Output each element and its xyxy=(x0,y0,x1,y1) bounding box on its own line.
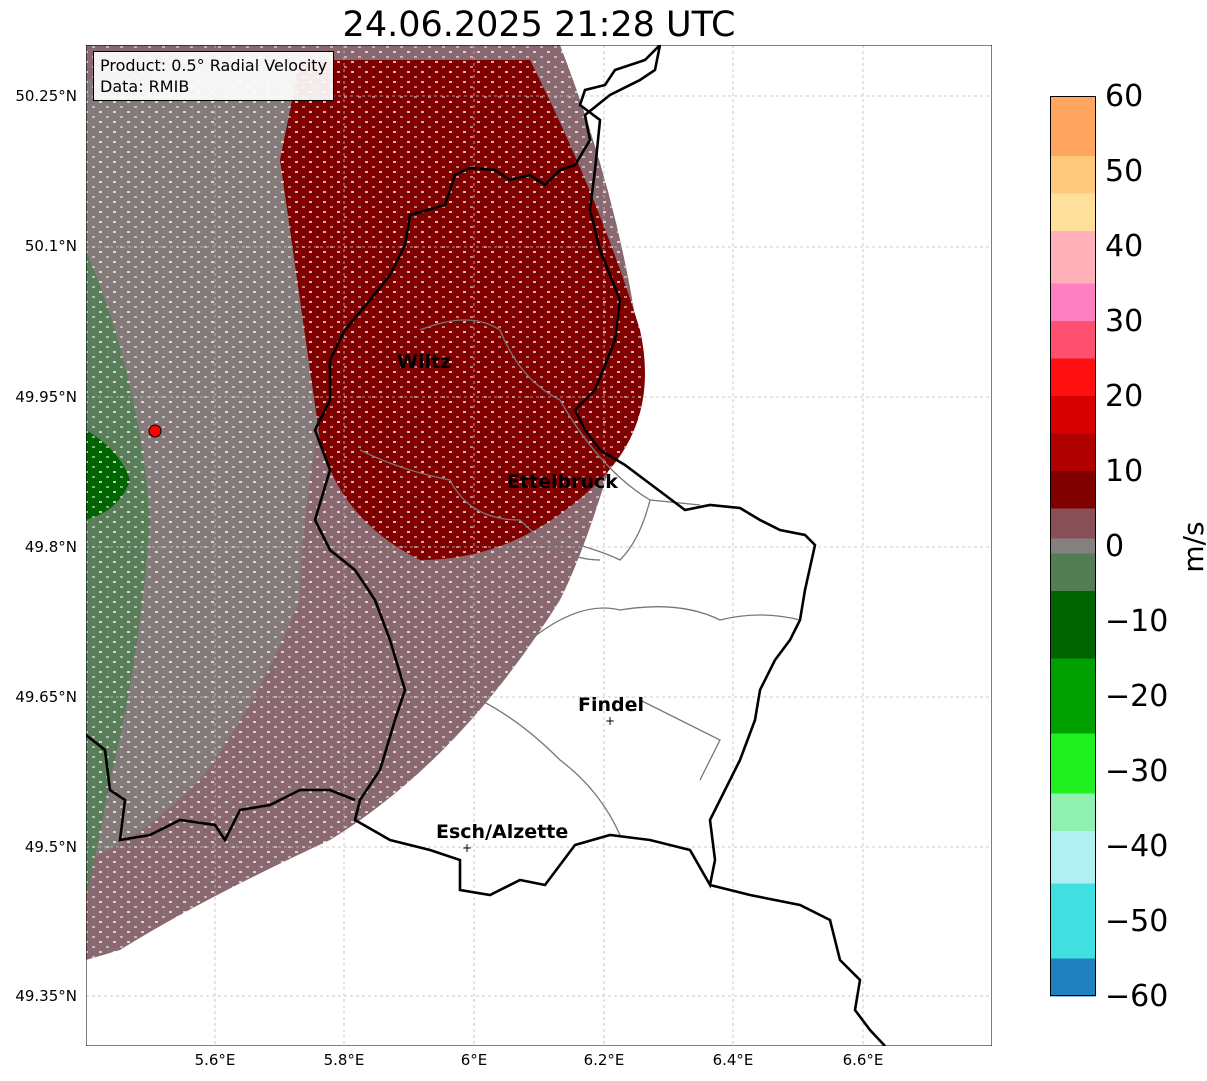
lat-label: 50.25°N xyxy=(15,87,77,105)
colorbar-segment xyxy=(1050,471,1096,509)
findel-marker: + xyxy=(605,714,615,728)
radar-site-marker xyxy=(148,424,162,438)
colorbar-tick: −20 xyxy=(1105,679,1169,714)
lon-label: 6°E xyxy=(460,1051,488,1069)
product-label: Product: 0.5° Radial Velocity xyxy=(100,56,328,75)
lon-label: 5.6°E xyxy=(194,1051,236,1069)
colorbar-segment xyxy=(1050,358,1096,397)
colorbar-segment xyxy=(1050,538,1096,554)
colorbar-segment xyxy=(1050,658,1096,734)
lat-label: 49.95°N xyxy=(15,388,77,406)
colorbar-tick: 20 xyxy=(1105,379,1144,414)
lon-label: 6.4°E xyxy=(712,1051,754,1069)
colorbar-segment xyxy=(1050,193,1096,232)
district-boundaries xyxy=(359,319,801,836)
colorbar-segment xyxy=(1050,283,1096,322)
colorbar-tick: 40 xyxy=(1105,229,1144,264)
colorbar-frame xyxy=(1050,96,1096,996)
colorbar-tick: 10 xyxy=(1105,454,1144,489)
map-title: 24.06.2025 21:28 UTC xyxy=(342,5,736,45)
border-belgium-france xyxy=(86,733,356,843)
city-label-findel: Findel xyxy=(578,694,645,716)
colorbar-segment xyxy=(1050,231,1096,284)
lon-label: 6.6°E xyxy=(842,1051,884,1069)
city-label-wiltz: Wiltz xyxy=(397,351,452,373)
colorbar-segment xyxy=(1050,508,1096,539)
lon-label: 5.8°E xyxy=(323,1051,365,1069)
lat-label: 49.5°N xyxy=(24,838,77,856)
national-border xyxy=(313,45,817,897)
colorbar-segment xyxy=(1050,96,1096,157)
border-germany-france xyxy=(709,883,886,1046)
colorbar-segment xyxy=(1050,553,1096,592)
lat-label: 50.1°N xyxy=(24,237,77,255)
lat-label: 49.35°N xyxy=(15,987,77,1005)
colorbar-segment xyxy=(1050,733,1096,794)
colorbar-segment xyxy=(1050,396,1096,434)
colorbar-segment xyxy=(1050,793,1096,832)
city-label-esch: Esch/Alzette xyxy=(436,821,569,843)
colorbar-tick: −60 xyxy=(1105,979,1169,1014)
colorbar-tick: 0 xyxy=(1105,529,1125,564)
product-info-box: Product: 0.5° Radial Velocity Data: RMIB xyxy=(93,51,335,101)
data-source-label: Data: RMIB xyxy=(100,77,190,96)
lat-label: 49.8°N xyxy=(24,538,77,556)
colorbar-unit: m/s xyxy=(1177,521,1207,573)
colorbar-segment xyxy=(1050,433,1096,472)
colorbar-segment xyxy=(1050,591,1096,659)
colorbar-tick: −40 xyxy=(1105,829,1169,864)
colorbar-segment xyxy=(1050,883,1096,959)
colorbar-segment xyxy=(1050,321,1096,359)
colorbar xyxy=(1050,96,1096,997)
colorbar-tick: 60 xyxy=(1105,79,1144,114)
colorbar-tick: −50 xyxy=(1105,904,1169,939)
colorbar-segment xyxy=(1050,831,1096,884)
city-label-ettelbruck: Ettelbruck xyxy=(507,471,618,493)
lon-label: 6.2°E xyxy=(583,1051,625,1069)
colorbar-tick: −10 xyxy=(1105,604,1169,639)
colorbar-tick: 50 xyxy=(1105,154,1144,189)
colorbar-tick: −30 xyxy=(1105,754,1169,789)
lat-label: 49.65°N xyxy=(15,688,77,706)
colorbar-segment xyxy=(1050,958,1096,997)
colorbar-tick: 30 xyxy=(1105,304,1144,339)
esch-marker: + xyxy=(462,841,472,855)
colorbar-segment xyxy=(1050,156,1096,194)
